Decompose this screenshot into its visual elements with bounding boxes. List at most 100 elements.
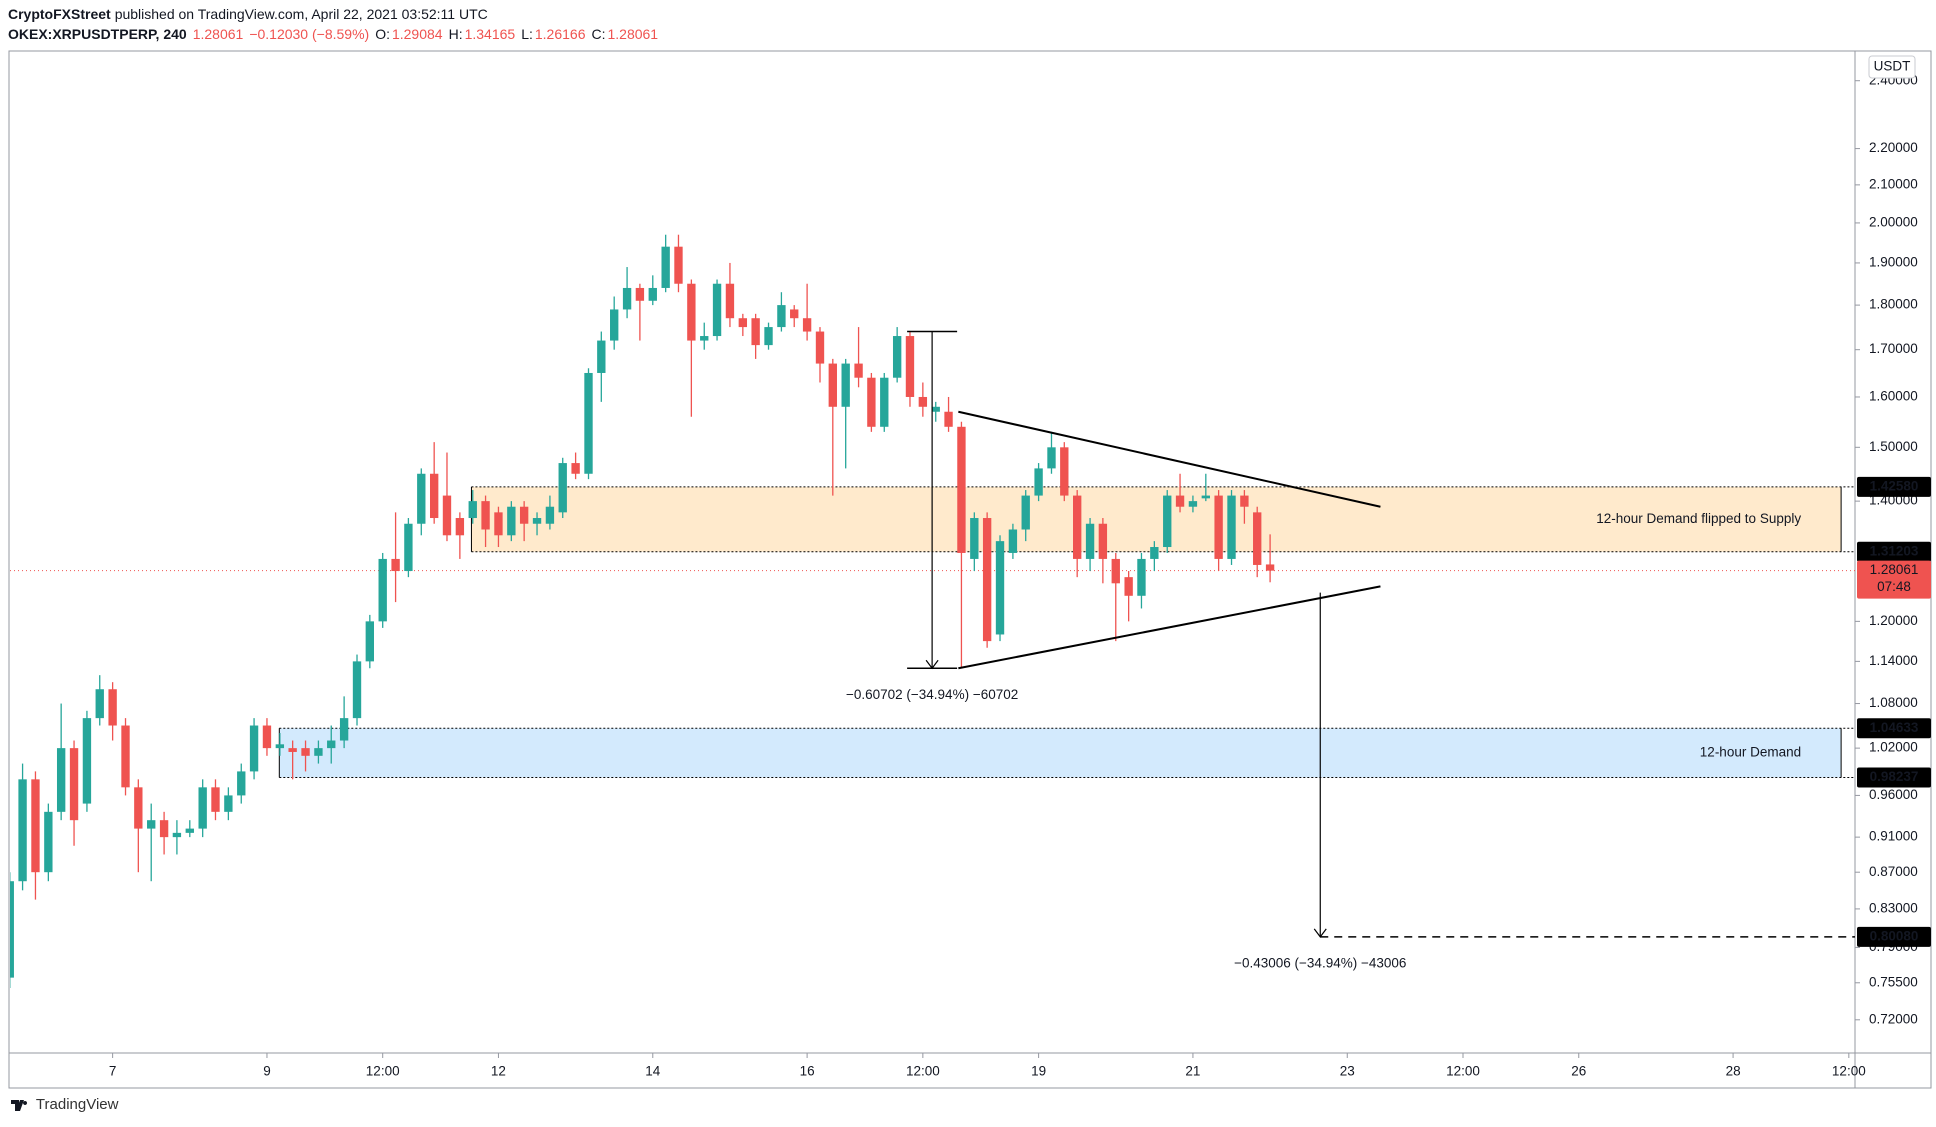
price-badge-label: 1.31203	[1870, 543, 1919, 558]
price-badge-label: 0.80080	[1870, 928, 1919, 943]
candle-body	[198, 787, 207, 829]
candle-body	[1253, 512, 1262, 565]
candle-body	[429, 473, 439, 519]
candle-body	[95, 689, 104, 719]
candle-body	[237, 771, 246, 796]
price-badge	[1857, 767, 1931, 788]
trendline	[958, 585, 1381, 670]
candle-body	[1227, 495, 1236, 559]
candle-body	[314, 748, 323, 756]
candle-body	[288, 748, 297, 752]
x-tick-label: 14	[645, 1064, 661, 1079]
candle-body	[1201, 495, 1210, 499]
x-tick-label: 16	[800, 1064, 815, 1079]
price-badge	[1857, 476, 1931, 497]
candle-body	[1188, 501, 1198, 507]
candle-body	[597, 340, 606, 373]
candle-body	[970, 518, 979, 559]
candle-body	[365, 621, 374, 662]
candle-body	[725, 283, 735, 319]
arrow-head	[1313, 928, 1327, 938]
zone	[279, 728, 1842, 778]
candle-body	[892, 336, 902, 378]
ohlc-value: 1.26166	[534, 26, 586, 42]
y-tick-label: 0.96000	[1869, 787, 1918, 802]
candle-body	[931, 406, 940, 412]
candle-body	[1060, 447, 1069, 496]
candle-body	[854, 363, 863, 378]
candle-body	[339, 718, 349, 741]
candle-body	[532, 518, 542, 524]
candle-body	[584, 372, 593, 474]
last: 1.28061	[192, 26, 244, 42]
axes: 2.400002.200002.100002.000001.900001.800…	[109, 55, 1931, 1079]
candle-body	[69, 748, 79, 821]
candle-body	[700, 336, 709, 341]
candle-body	[1021, 495, 1030, 530]
candle-body	[802, 318, 812, 332]
candle-body	[982, 518, 992, 642]
candle-body	[905, 336, 915, 397]
candle-body	[1111, 558, 1120, 584]
candle-body	[648, 287, 657, 301]
zone	[471, 486, 1842, 552]
zone-label: 12-hour Demand flipped to Supply	[1596, 511, 1801, 526]
candle-body	[442, 495, 452, 536]
candle-body	[417, 473, 426, 524]
x-tick-label: 12:00	[1832, 1064, 1866, 1079]
x-tick-label: 19	[1031, 1064, 1046, 1079]
candle-body	[738, 318, 748, 328]
candle-body	[957, 426, 966, 553]
measure-label: −0.43006 (−34.94%) −43006	[1234, 955, 1406, 970]
candle-body	[455, 518, 465, 536]
footer: TradingView	[10, 1096, 118, 1113]
ohlc-label: L:	[521, 26, 533, 42]
currency: USDT	[1874, 59, 1911, 74]
ohlc-label: O:	[375, 26, 390, 42]
candle-body	[687, 283, 696, 341]
candle-body	[918, 396, 928, 407]
candle-body	[545, 506, 555, 524]
candle-body	[172, 832, 182, 838]
x-tick-label: 12:00	[366, 1064, 400, 1079]
zone-label: 12-hour Demand	[1700, 744, 1801, 759]
logo	[11, 1100, 28, 1112]
candle-body	[1175, 495, 1185, 507]
ohlc-value: 1.28061	[607, 26, 659, 42]
candle-body	[519, 506, 529, 524]
frame	[8, 50, 1932, 1089]
candle-body	[674, 246, 683, 284]
symbol: OKEX:XRPUSDTPERP, 240	[8, 26, 187, 42]
candle-body	[944, 411, 953, 427]
y-tick-label: 1.08000	[1869, 695, 1918, 710]
candle-body	[404, 523, 413, 572]
x-tick-label: 7	[109, 1064, 117, 1079]
y-tick-label: 1.80000	[1869, 297, 1918, 312]
candle-body	[378, 558, 387, 622]
candle-body	[494, 512, 503, 536]
y-tick-label: 1.50000	[1869, 439, 1918, 454]
candle-body	[1073, 495, 1082, 559]
header: CryptoFXStreet published on TradingView.c…	[8, 4, 658, 44]
candle-body	[108, 689, 117, 726]
x-tick-label: 28	[1726, 1064, 1741, 1079]
x-tick-label: 12:00	[1446, 1064, 1480, 1079]
published: published on TradingView.com, April 22, …	[114, 6, 488, 22]
candle-body	[391, 558, 400, 572]
candle-body	[56, 748, 66, 812]
candle-body	[121, 725, 130, 788]
candle-body	[712, 283, 722, 337]
x-tick-label: 9	[263, 1064, 271, 1079]
candle-body	[262, 725, 272, 749]
y-tick-label: 0.87000	[1869, 864, 1918, 879]
measure-label: −0.60702 (−34.94%) −60702	[846, 687, 1018, 702]
price-badge	[1857, 718, 1931, 739]
y-tick-label: 2.20000	[1869, 140, 1918, 155]
plot: 12-hour Demand flipped to Supply 12-hour …	[10, 234, 1855, 988]
candle-body	[610, 309, 619, 341]
trendline	[958, 410, 1381, 508]
candle-body	[82, 718, 92, 804]
candle-body	[301, 748, 310, 756]
candle-body	[1008, 529, 1018, 553]
